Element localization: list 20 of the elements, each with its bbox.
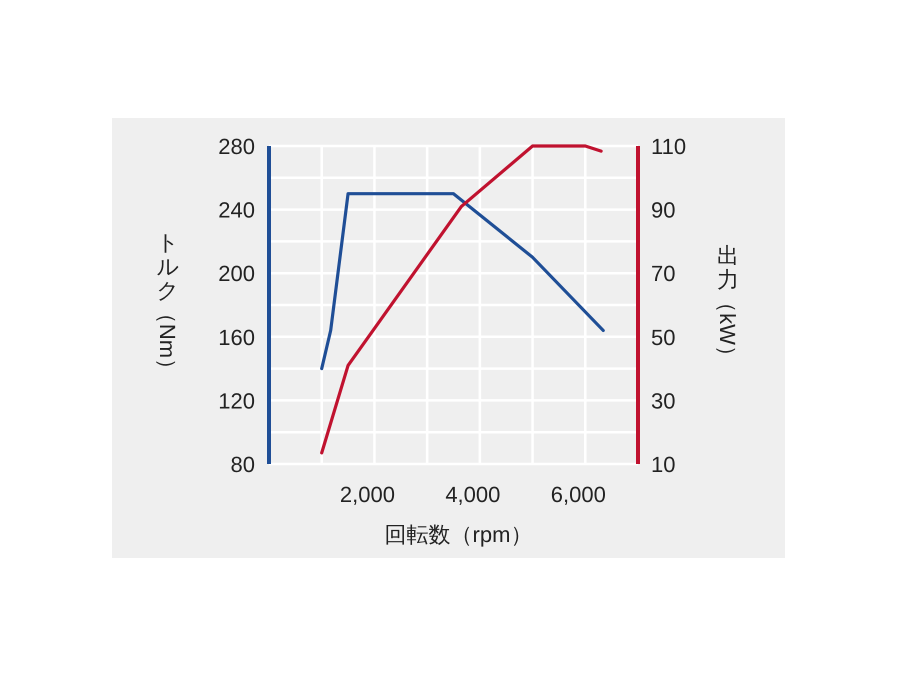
line-series — [320, 144, 603, 454]
line-series — [320, 192, 605, 370]
y-tick-label: 160 — [218, 324, 255, 350]
y-tick-label: 80 — [230, 452, 255, 477]
y2-tick-label: 10 — [651, 452, 676, 477]
y2-tick-label: 70 — [651, 261, 676, 286]
y-tick-label: 120 — [218, 388, 255, 414]
y-tick-label: 280 — [218, 134, 255, 159]
y2-tick-label: 110 — [651, 134, 686, 159]
y-axis-title: トルク（Nm） — [155, 230, 180, 380]
y-tick-label: 200 — [218, 261, 255, 286]
y2-tick-label: 30 — [651, 388, 676, 414]
x-axis-title: 回転数（rpm） — [384, 522, 532, 547]
x-tick-label: 4,000 — [445, 482, 500, 507]
y2-axis-title: 出力（kW） — [715, 243, 740, 367]
x-tick-label: 6,000 — [550, 482, 606, 507]
y2-tick-label: 50 — [651, 324, 676, 350]
y-tick-label: 240 — [218, 198, 255, 223]
x-tick-label: 2,000 — [340, 482, 395, 507]
y2-tick-label: 90 — [651, 198, 676, 223]
